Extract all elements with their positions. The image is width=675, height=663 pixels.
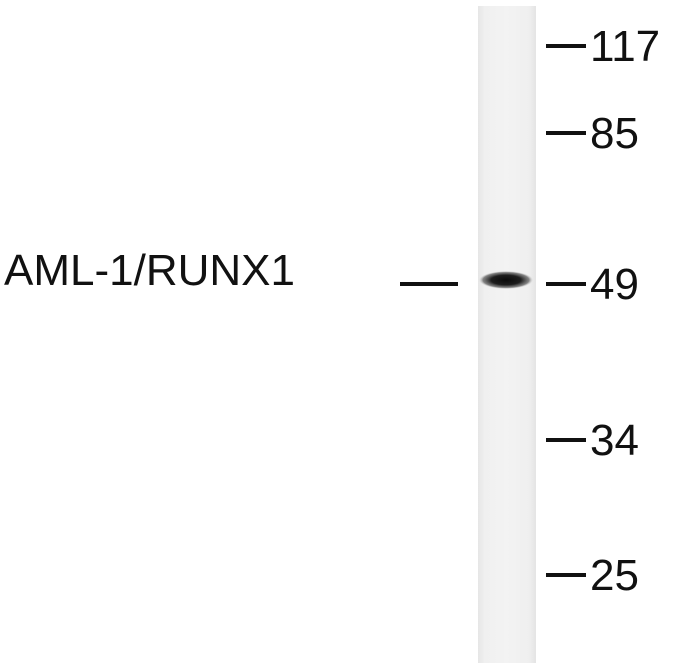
protein-pointer-line [400,282,458,286]
marker-dash [546,44,586,48]
blot-lane [478,6,536,663]
marker-label: 85 [590,109,639,158]
marker-label: 49 [590,260,639,309]
marker-dash [546,438,586,442]
marker-label: 117 [590,22,661,71]
marker-dash [546,131,586,135]
protein-band [479,271,533,289]
marker-dash [546,573,586,577]
marker-dash [546,282,586,286]
marker-label: 25 [590,551,639,600]
protein-label: AML-1/RUNX1 [4,246,295,295]
marker-label: 34 [590,416,639,465]
